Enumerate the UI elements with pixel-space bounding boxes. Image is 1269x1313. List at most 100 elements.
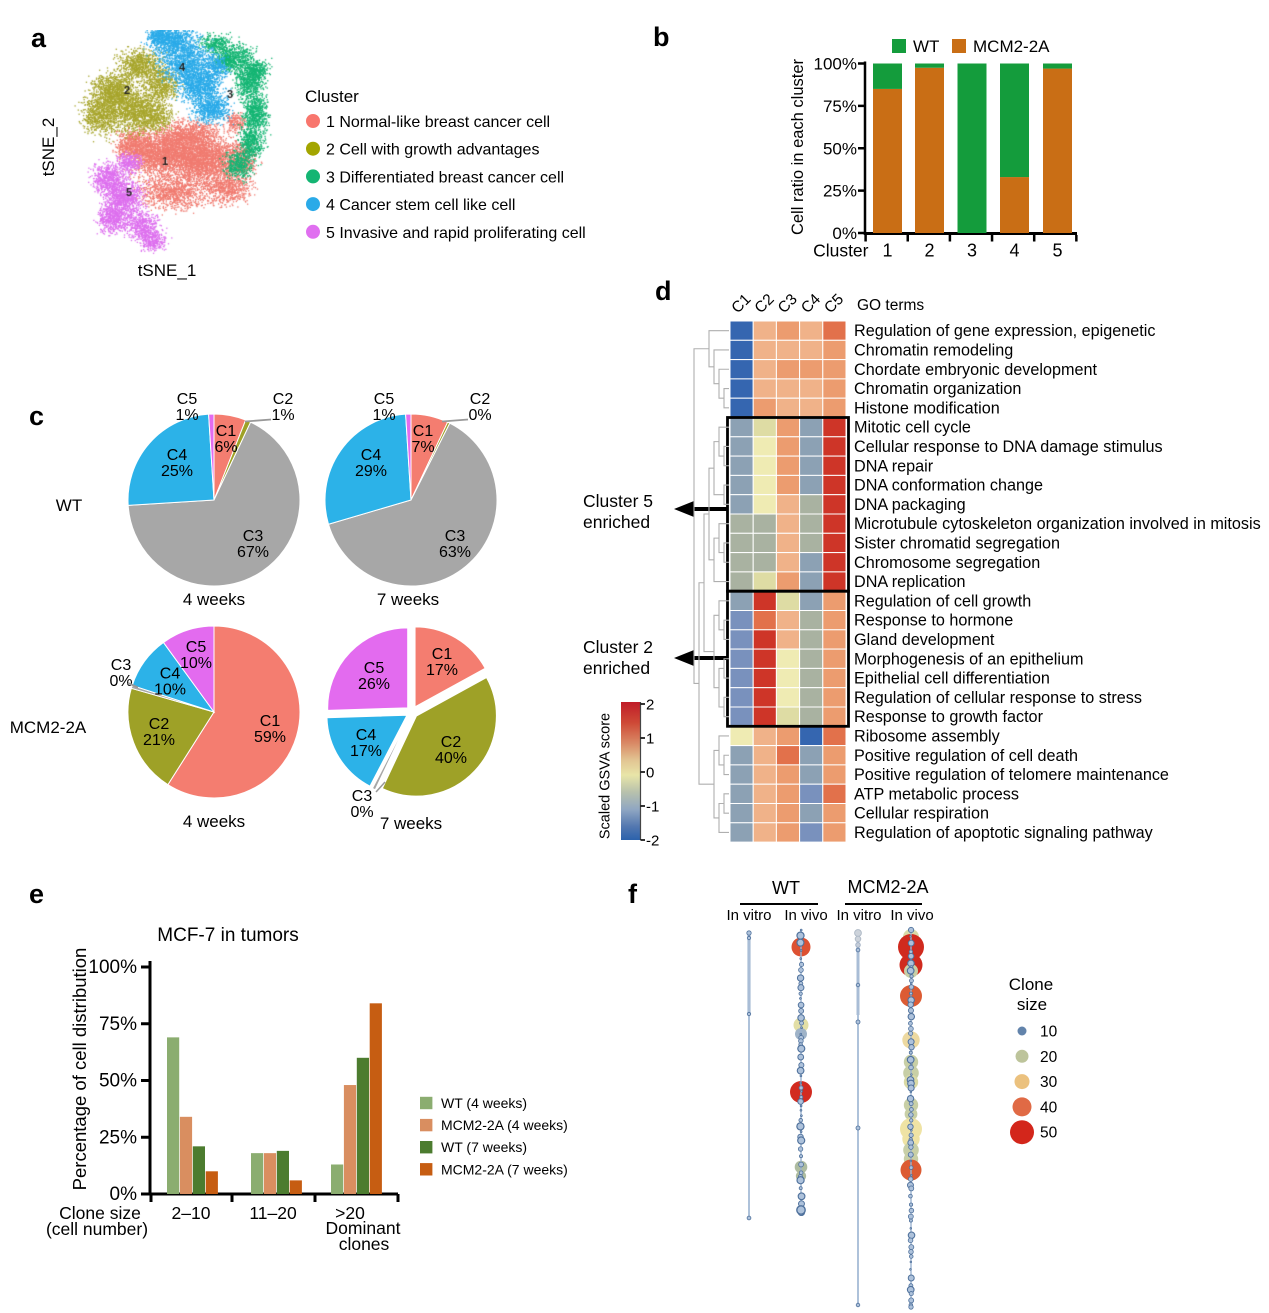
svg-text:In vitro: In vitro [836,907,881,924]
svg-text:C3: C3 [243,528,264,545]
svg-text:GO terms: GO terms [857,297,924,314]
svg-text:C2: C2 [441,734,462,751]
svg-text:75%: 75% [823,97,857,116]
svg-text:Regulation of apoptotic signal: Regulation of apoptotic signaling pathwa… [854,824,1154,842]
svg-text:Cluster 5: Cluster 5 [583,491,653,511]
svg-text:7 weeks: 7 weeks [377,590,439,609]
svg-text:3 Differentiated breast cancer: 3 Differentiated breast cancer cell [326,169,564,186]
svg-text:Morphogenesis of an epithelium: Morphogenesis of an epithelium [854,650,1083,668]
svg-text:C4: C4 [160,666,181,683]
svg-text:50%: 50% [99,1071,137,1092]
svg-text:5 Invasive and rapid prolifera: 5 Invasive and rapid proliferating cell [326,225,586,242]
svg-text:26%: 26% [358,676,390,693]
svg-text:Clone size: Clone size [59,1203,141,1223]
svg-text:C2: C2 [149,716,170,733]
svg-text:WT: WT [56,496,82,515]
svg-text:DNA packaging: DNA packaging [854,496,966,514]
svg-text:MCM2-2A: MCM2-2A [973,37,1050,56]
svg-text:6%: 6% [214,439,237,456]
svg-text:C5: C5 [821,291,847,317]
svg-text:17%: 17% [350,743,382,760]
svg-text:Mitotic cell cycle: Mitotic cell cycle [854,419,971,437]
svg-text:10%: 10% [180,655,212,672]
svg-text:Chromatin organization: Chromatin organization [854,380,1021,398]
svg-text:1%: 1% [372,407,395,424]
svg-text:C5: C5 [177,391,198,408]
svg-text:C1: C1 [260,713,281,730]
svg-text:67%: 67% [237,544,269,561]
svg-text:C2: C2 [273,391,294,408]
svg-text:In vitro: In vitro [726,907,771,924]
svg-text:C3: C3 [445,528,466,545]
svg-text:ATP metabolic process: ATP metabolic process [854,785,1019,803]
svg-text:MCM2-2A (7 weeks): MCM2-2A (7 weeks) [441,1161,568,1177]
svg-text:Response to growth factor: Response to growth factor [854,708,1044,726]
svg-text:-1: -1 [646,799,659,816]
svg-text:11–20: 11–20 [249,1203,297,1223]
svg-text:0%: 0% [109,673,132,690]
svg-text:2: 2 [646,697,654,714]
svg-text:e: e [29,879,44,909]
svg-text:In vivo: In vivo [784,907,827,924]
svg-text:100%: 100% [88,957,137,978]
svg-text:tSNE_1: tSNE_1 [138,261,197,280]
svg-text:Cluster: Cluster [305,87,359,106]
svg-text:C2: C2 [752,291,778,317]
svg-text:0: 0 [646,765,654,782]
svg-text:(cell number): (cell number) [46,1219,148,1239]
svg-text:1: 1 [646,731,654,748]
svg-text:c: c [29,401,44,431]
svg-text:tSNE_2: tSNE_2 [39,118,58,177]
svg-text:Histone modification: Histone modification [854,399,1000,417]
svg-text:10%: 10% [154,682,186,699]
svg-text:C5: C5 [374,391,395,408]
svg-text:Clone: Clone [1009,975,1053,994]
svg-text:Epithelial cell differentiatio: Epithelial cell differentiation [854,670,1050,688]
svg-text:0%: 0% [468,407,491,424]
svg-text:1: 1 [882,241,892,261]
svg-text:MCM2-2A (4 weeks): MCM2-2A (4 weeks) [441,1117,568,1133]
svg-text:enriched: enriched [583,512,650,532]
svg-text:size: size [1017,995,1047,1014]
svg-text:0%: 0% [832,224,857,243]
svg-text:MCM2-2A: MCM2-2A [10,718,87,737]
svg-text:Regulation of cellular respons: Regulation of cellular response to stres… [854,689,1142,707]
svg-text:4: 4 [1009,241,1019,261]
svg-text:25%: 25% [823,182,857,201]
svg-text:f: f [628,879,638,909]
svg-text:0%: 0% [110,1184,138,1205]
svg-text:a: a [31,23,47,53]
svg-text:10: 10 [1040,1024,1058,1041]
svg-text:4 weeks: 4 weeks [183,590,245,609]
svg-text:3: 3 [967,241,977,261]
svg-text:Sister chromatid segregation: Sister chromatid segregation [854,534,1060,552]
svg-text:C3: C3 [775,291,801,317]
svg-text:>20: >20 [335,1203,365,1223]
svg-text:Cluster 2: Cluster 2 [583,637,653,657]
svg-text:Dominant: Dominant [326,1218,401,1238]
svg-text:Positive regulation of telomer: Positive regulation of telomere maintena… [854,766,1169,784]
svg-text:50: 50 [1040,1125,1058,1142]
svg-text:Microtubule cytoskeleton organ: Microtubule cytoskeleton organization in… [854,515,1261,533]
svg-text:Cellular respiration: Cellular respiration [854,805,989,823]
svg-text:C4: C4 [361,447,382,464]
svg-text:Response to hormone: Response to hormone [854,612,1013,630]
svg-text:25%: 25% [99,1127,137,1148]
svg-text:C4: C4 [798,291,824,317]
svg-text:2–10: 2–10 [172,1203,211,1223]
svg-text:4 Cancer stem cell like cell: 4 Cancer stem cell like cell [326,197,515,214]
svg-text:DNA repair: DNA repair [854,457,934,475]
svg-text:Ribosome assembly: Ribosome assembly [854,727,1001,745]
svg-text:MCM2-2A: MCM2-2A [847,877,928,897]
svg-text:20: 20 [1040,1049,1058,1066]
svg-text:Chromosome segregation: Chromosome segregation [854,554,1040,572]
svg-text:25%: 25% [161,463,193,480]
svg-text:d: d [655,276,672,306]
svg-text:C1: C1 [216,423,237,440]
svg-text:75%: 75% [99,1014,137,1035]
svg-text:Gland development: Gland development [854,631,995,649]
svg-text:WT: WT [913,37,939,56]
svg-text:C4: C4 [356,727,377,744]
svg-text:2: 2 [924,241,934,261]
svg-text:100%: 100% [814,55,857,74]
